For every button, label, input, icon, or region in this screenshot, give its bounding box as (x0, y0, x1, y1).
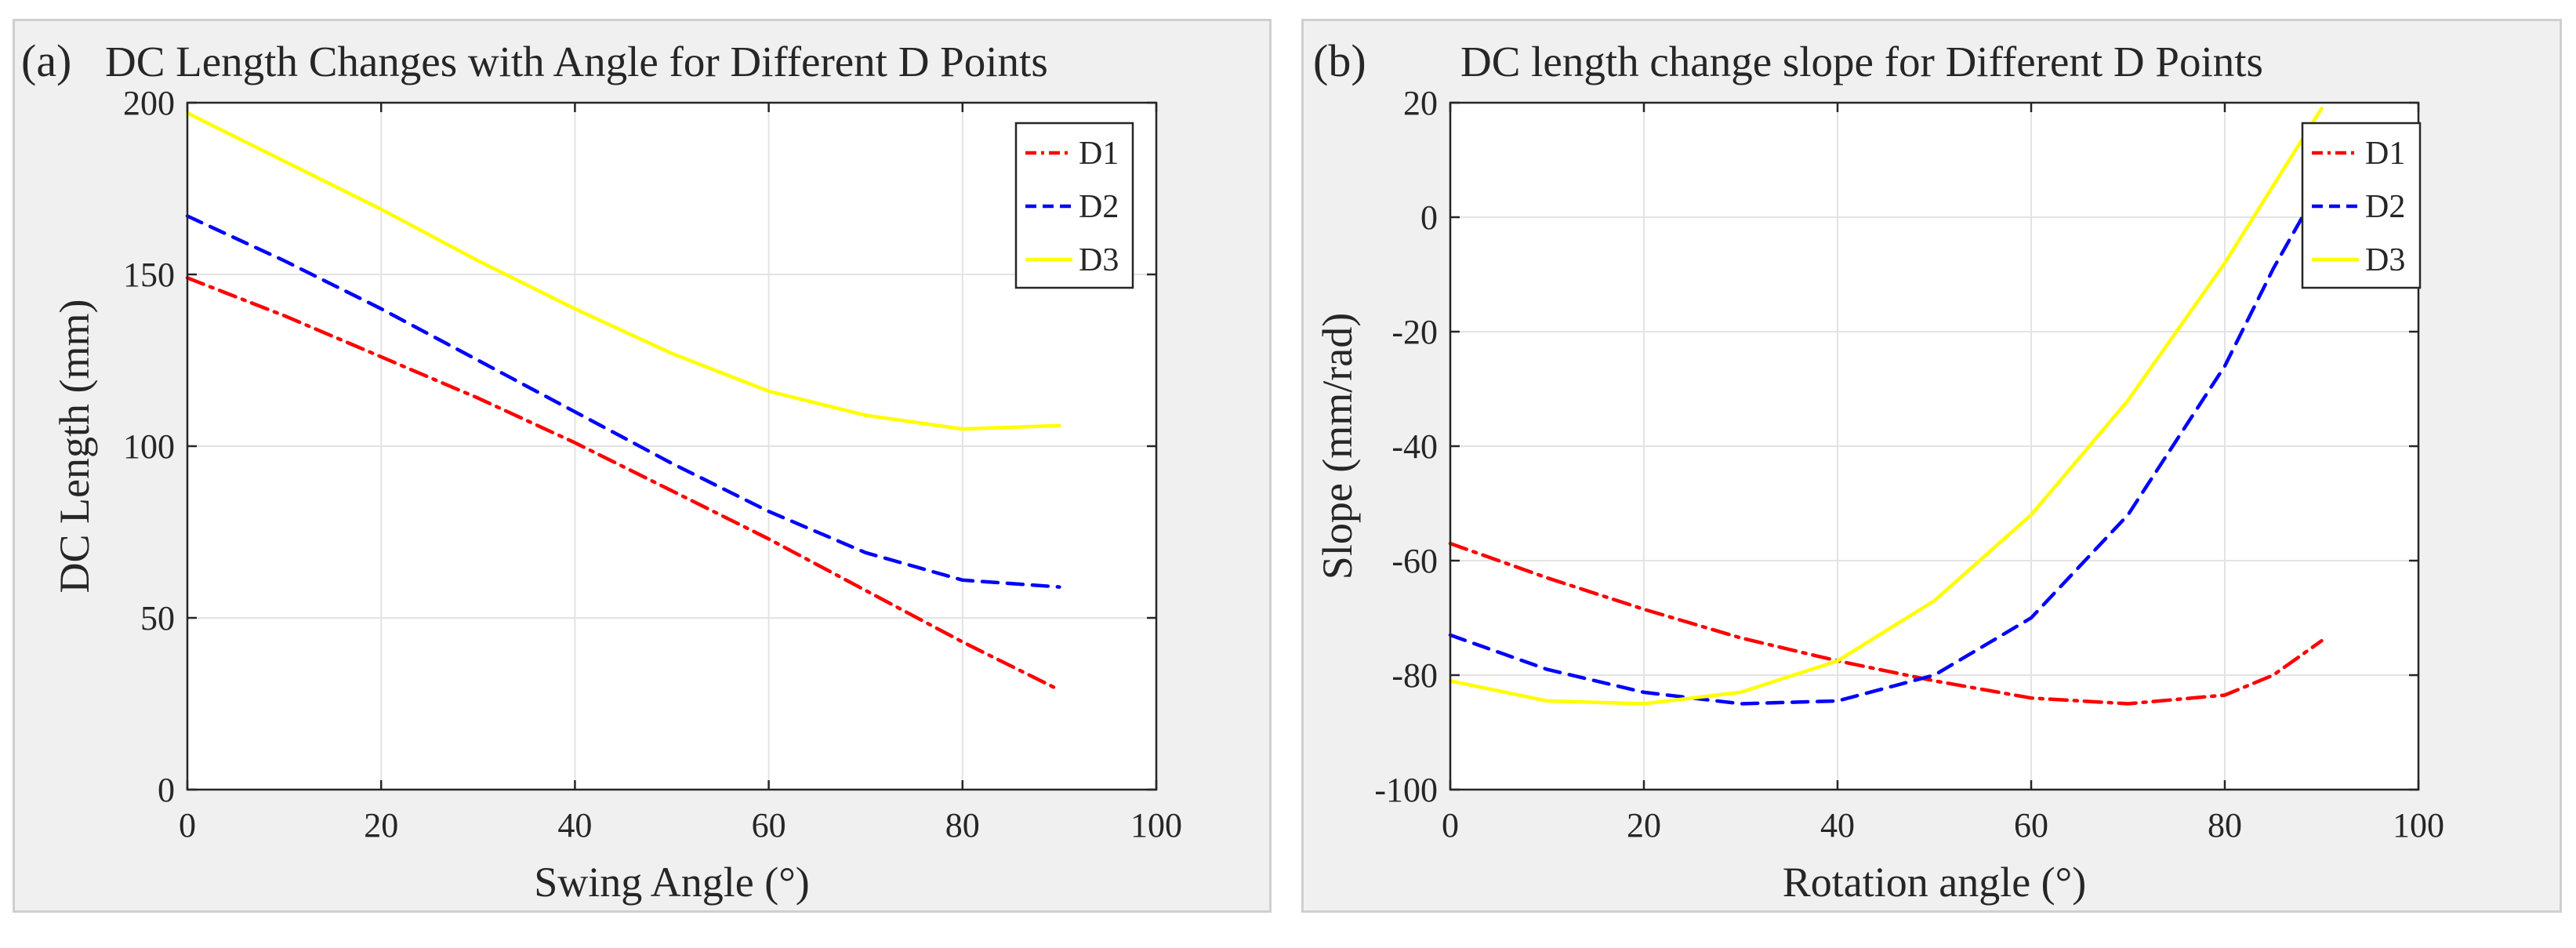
x-axis-label: Rotation angle (°) (1783, 859, 2087, 906)
x-tick-label: 0 (179, 806, 196, 844)
series-line-d1 (185, 276, 1061, 692)
x-tick-label: 20 (364, 806, 398, 844)
x-tick-label: 100 (2393, 806, 2444, 844)
y-tick-label: -60 (1391, 542, 1438, 580)
y-tick-label: 50 (140, 599, 175, 637)
legend-entry-d3: D3 (2365, 242, 2405, 278)
y-tick-label: -20 (1391, 313, 1438, 351)
y-tick-label: 20 (1403, 84, 1438, 122)
y-axis-label: DC Length (mm) (51, 300, 98, 594)
x-tick-label: 40 (1820, 806, 1855, 844)
chart-title: DC Length Changes with Angle for Differe… (105, 38, 1048, 85)
y-tick-label: 0 (1420, 198, 1438, 237)
legend-entry-d2: D2 (2365, 189, 2405, 225)
legend-entry-d1: D1 (2365, 136, 2405, 172)
x-tick-label: 0 (1442, 806, 1459, 844)
y-tick-label: 100 (123, 427, 175, 466)
panel-label: (b) (1313, 35, 1366, 86)
chart-a-svg: 0 20 40 60 80 100 0 50 100 150 200 Swing Angle (°) D… (21, 35, 1182, 906)
x-tick-label: 20 (1627, 806, 1661, 844)
panel-label: (a) (21, 35, 71, 86)
series-line-d3 (1448, 107, 2324, 706)
series-line-d2 (185, 214, 1061, 589)
chart-panel-b: 0 20 40 60 80 100 -100 -80 -60 -40 -20 0 20 Rotation … (1301, 19, 2562, 913)
x-tick-label: 60 (752, 806, 786, 844)
x-tick-label: 40 (557, 806, 592, 844)
y-tick-label: -100 (1374, 771, 1438, 809)
y-tick-label: 150 (123, 256, 175, 294)
y-axis-label: Slope (mm/rad) (1314, 313, 1361, 579)
x-tick-label: 80 (2208, 806, 2242, 844)
x-axis-label: Swing Angle (°) (534, 859, 810, 906)
chart-b-svg: 0 20 40 60 80 100 -100 -80 -60 -40 -20 0 20 Rotation … (1313, 35, 2444, 906)
x-tick-label: 100 (1130, 806, 1182, 844)
legend-entry-d2: D2 (1079, 189, 1119, 225)
x-tick-label: 60 (2014, 806, 2048, 844)
y-tick-label: 0 (158, 771, 175, 809)
x-tick-label: 80 (945, 806, 980, 844)
chart-panel-a: 0 20 40 60 80 100 0 50 100 150 200 Swing Angle (°) D… (13, 19, 1272, 913)
legend-entry-d1: D1 (1079, 136, 1119, 172)
series-line-d3 (185, 111, 1061, 431)
y-tick-label: 200 (123, 84, 175, 122)
chart-title: DC length change slope for Different D P… (1460, 38, 2263, 85)
y-tick-label: -40 (1391, 427, 1438, 466)
legend-entry-d3: D3 (1079, 242, 1119, 278)
series-line-d2 (1448, 215, 2305, 706)
y-tick-label: -80 (1391, 656, 1438, 695)
